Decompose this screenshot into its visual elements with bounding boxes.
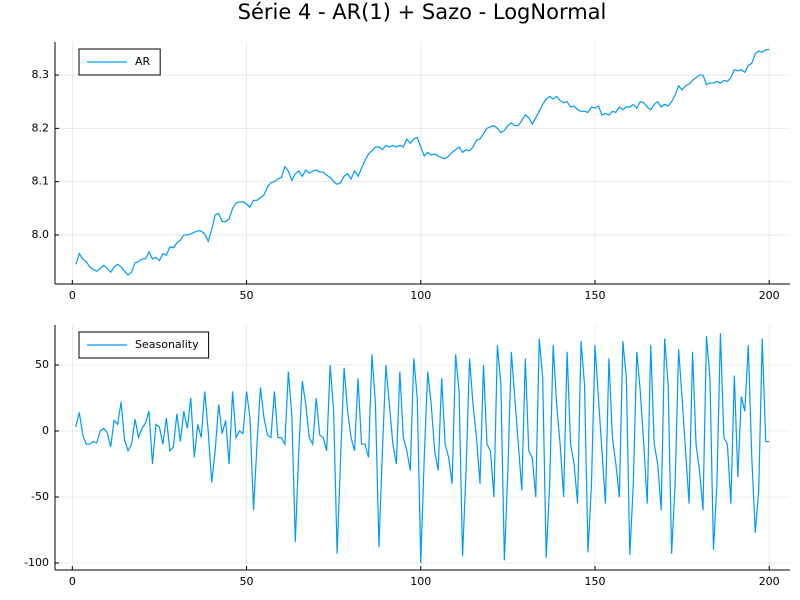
y-tick-label: 8.0 — [32, 228, 50, 241]
y-tick-label: 0 — [42, 424, 49, 437]
x-tick-label: 150 — [584, 289, 605, 302]
y-tick-label: -100 — [24, 556, 49, 569]
y-tick-label: 8.3 — [32, 68, 50, 81]
legend-label: Seasonality — [135, 338, 199, 351]
y-tick-label: -50 — [31, 490, 49, 503]
y-tick-label: 8.2 — [32, 121, 50, 134]
y-tick-label: 8.1 — [32, 175, 50, 188]
x-tick-label: 200 — [759, 575, 780, 588]
x-tick-label: 100 — [410, 289, 431, 302]
x-tick-label: 150 — [584, 575, 605, 588]
series-line — [75, 333, 770, 564]
x-tick-label: 100 — [410, 575, 431, 588]
x-tick-label: 50 — [240, 289, 254, 302]
x-tick-label: 200 — [759, 289, 780, 302]
x-tick-label: 0 — [69, 289, 76, 302]
legend-label: AR — [135, 55, 151, 68]
x-tick-label: 50 — [240, 575, 254, 588]
x-tick-label: 0 — [69, 575, 76, 588]
figure-title: Série 4 - AR(1) + Sazo - LogNormal — [238, 0, 607, 24]
y-tick-label: 50 — [35, 358, 49, 371]
series-line — [75, 48, 770, 276]
